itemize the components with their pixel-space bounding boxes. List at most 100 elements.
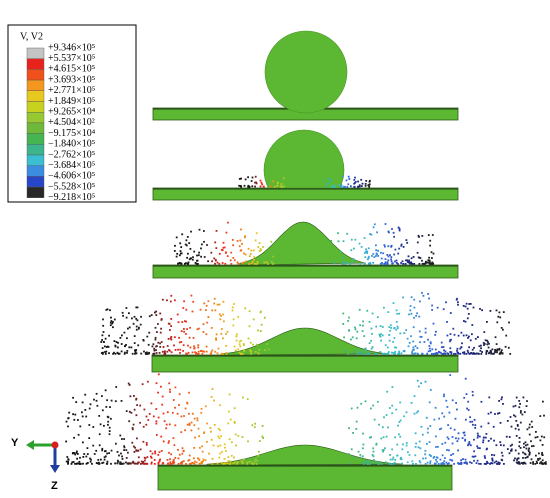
particle — [246, 398, 249, 401]
particle — [388, 407, 391, 409]
particle — [362, 432, 364, 435]
particle — [263, 261, 266, 264]
particle — [386, 390, 389, 393]
particle — [215, 230, 218, 232]
particle — [380, 339, 382, 342]
particle — [178, 254, 181, 257]
particle — [74, 413, 77, 416]
particle — [413, 298, 416, 301]
particle — [481, 351, 483, 353]
particle — [257, 246, 260, 248]
particle — [216, 303, 219, 306]
particle — [95, 392, 98, 395]
particle — [251, 185, 254, 188]
particle — [102, 324, 105, 327]
particle — [190, 421, 193, 424]
particle — [500, 451, 503, 454]
particle — [138, 461, 140, 464]
particle — [398, 421, 401, 423]
particle — [135, 397, 138, 400]
particle — [416, 347, 419, 349]
particle — [240, 177, 242, 180]
particle — [216, 261, 219, 264]
particle — [76, 450, 78, 453]
particle — [181, 452, 184, 455]
particle — [185, 463, 187, 465]
particle — [75, 401, 78, 403]
particle — [128, 384, 131, 386]
particle — [361, 330, 364, 332]
particle — [440, 341, 443, 344]
particle — [368, 463, 371, 465]
particle — [135, 462, 138, 465]
particle — [225, 251, 227, 254]
particle — [249, 341, 252, 344]
particle — [187, 261, 190, 264]
particle — [257, 329, 259, 332]
particle — [185, 244, 188, 247]
particle — [462, 305, 465, 307]
particle — [376, 231, 378, 234]
particle — [248, 460, 251, 463]
particle — [528, 423, 531, 426]
particle — [371, 255, 373, 257]
particle — [388, 334, 391, 336]
particle — [460, 462, 463, 464]
particle — [458, 463, 460, 465]
particle — [384, 258, 387, 260]
particle — [371, 312, 374, 315]
particle — [459, 347, 462, 350]
particle — [483, 455, 486, 457]
particle — [375, 252, 378, 255]
particle — [146, 380, 149, 383]
legend: +9.346×10⁵+5.537×10⁵+4.615×10⁵+3.693×10⁵… — [26, 42, 96, 203]
particle — [543, 462, 546, 464]
particle — [471, 455, 474, 458]
particle — [532, 461, 534, 463]
particle — [428, 345, 431, 347]
particle — [428, 256, 430, 259]
particle — [468, 335, 470, 338]
particle — [243, 344, 245, 346]
particle — [375, 460, 378, 463]
particle — [470, 352, 473, 354]
particle — [449, 333, 452, 335]
particle — [364, 183, 367, 185]
particle — [224, 262, 227, 265]
particle — [517, 461, 520, 463]
particle — [232, 257, 235, 259]
particle — [85, 455, 88, 458]
particle — [194, 351, 196, 354]
particle — [254, 239, 257, 242]
particle — [114, 400, 117, 403]
particle — [391, 458, 394, 461]
particle — [411, 352, 413, 355]
particle — [113, 340, 116, 342]
particle — [183, 300, 185, 303]
particle — [402, 263, 405, 265]
particle — [125, 316, 128, 319]
particle — [415, 411, 418, 414]
particle — [368, 320, 371, 323]
particle — [257, 352, 260, 354]
particle — [347, 320, 350, 322]
stage — [152, 129, 459, 201]
particle — [267, 263, 269, 265]
particle — [419, 300, 421, 303]
particle — [500, 444, 502, 446]
particle — [72, 461, 75, 463]
particle — [366, 309, 369, 312]
particle — [352, 432, 354, 434]
particle — [162, 412, 165, 415]
particle — [369, 262, 372, 264]
particle — [134, 349, 136, 352]
particle — [188, 462, 191, 465]
particle — [447, 424, 449, 426]
particle — [422, 457, 424, 460]
particle — [502, 311, 505, 313]
particle — [399, 419, 402, 422]
particle — [223, 458, 226, 460]
particle — [462, 458, 464, 460]
particle — [124, 345, 126, 348]
particle — [542, 462, 545, 465]
